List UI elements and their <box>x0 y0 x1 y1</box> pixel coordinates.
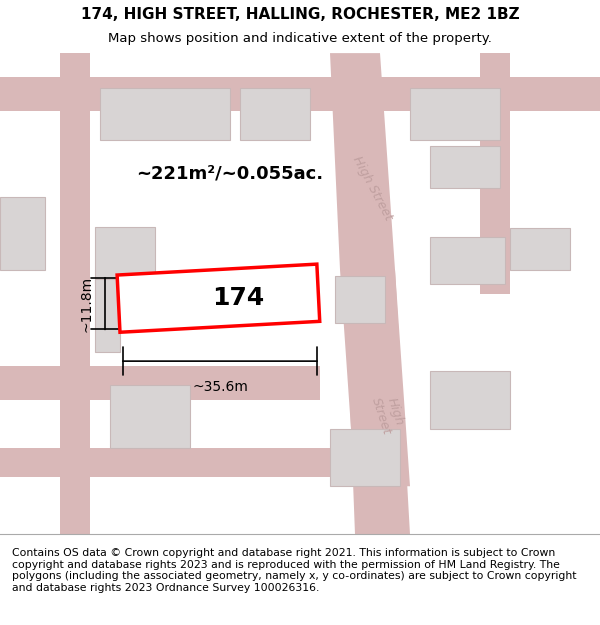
Bar <box>95 279 120 351</box>
Bar <box>0 197 45 269</box>
Polygon shape <box>0 366 320 399</box>
Text: Contains OS data © Crown copyright and database right 2021. This information is : Contains OS data © Crown copyright and d… <box>12 548 577 592</box>
Bar <box>110 385 190 448</box>
Text: High
Street: High Street <box>369 391 407 437</box>
Bar <box>330 429 400 486</box>
Bar <box>430 238 505 284</box>
Text: ~11.8m: ~11.8m <box>79 276 93 332</box>
Polygon shape <box>345 269 410 534</box>
Text: ~35.6m: ~35.6m <box>192 380 248 394</box>
Bar <box>410 88 500 140</box>
Text: Map shows position and indicative extent of the property.: Map shows position and indicative extent… <box>108 32 492 45</box>
Polygon shape <box>330 53 410 486</box>
Polygon shape <box>0 77 600 111</box>
Text: ~221m²/~0.055ac.: ~221m²/~0.055ac. <box>136 164 323 182</box>
Bar <box>95 227 155 284</box>
Text: 174, HIGH STREET, HALLING, ROCHESTER, ME2 1BZ: 174, HIGH STREET, HALLING, ROCHESTER, ME… <box>80 8 520 22</box>
Bar <box>335 276 385 322</box>
Bar <box>240 88 310 140</box>
Polygon shape <box>60 53 90 534</box>
Text: 174: 174 <box>212 286 265 310</box>
Bar <box>100 88 230 140</box>
Text: High Street: High Street <box>350 154 394 222</box>
Bar <box>430 371 510 429</box>
Bar <box>430 146 500 188</box>
Bar <box>510 228 570 269</box>
Polygon shape <box>0 448 340 477</box>
Polygon shape <box>117 264 320 332</box>
Polygon shape <box>480 53 510 294</box>
